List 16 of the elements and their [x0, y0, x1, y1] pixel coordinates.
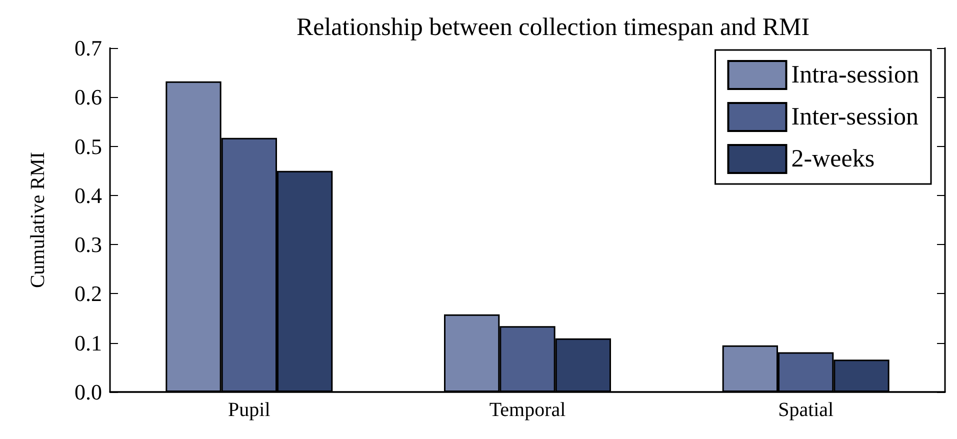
y-tick-label: 0.4	[74, 182, 102, 208]
legend-label: Inter-session	[791, 104, 919, 130]
y-tick-label: 0.5	[74, 134, 102, 159]
y-tick-label: 0.0	[74, 380, 102, 404]
legend-label: 2-weeks	[791, 146, 875, 172]
y-axis-title: Cumulative RMI	[27, 152, 49, 288]
y-tick-label: 0.2	[74, 281, 102, 306]
x-tick-label: Spatial	[778, 399, 834, 421]
x-tick-label: Pupil	[228, 399, 271, 421]
y-tick-label: 0.6	[74, 84, 102, 110]
chart-title: Relationship between collection timespan and RMI	[296, 14, 810, 41]
y-tick-label: 0.1	[74, 330, 102, 356]
legend-label: Intra-session	[791, 62, 920, 88]
x-tick-label: Temporal	[489, 399, 566, 421]
y-tick-label: 0.7	[74, 36, 102, 60]
y-tick-label: 0.3	[74, 232, 102, 258]
